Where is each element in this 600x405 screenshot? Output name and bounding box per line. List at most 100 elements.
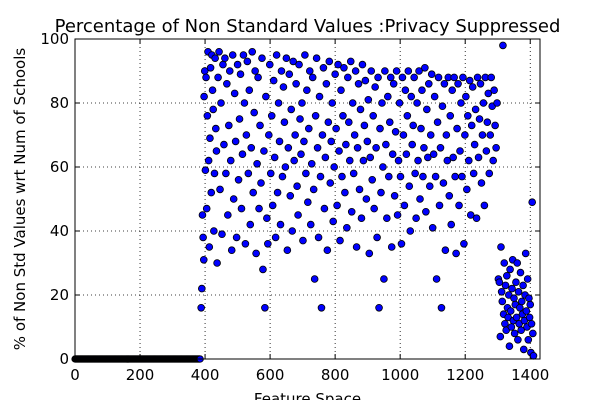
data-point [401,86,410,94]
data-point [473,73,482,82]
data-point [478,131,487,139]
data-point [496,332,505,341]
data-point [281,163,290,171]
data-point [339,112,347,120]
data-point [268,201,277,210]
data-point [475,115,484,123]
data-point [355,185,364,194]
data-point [275,137,284,146]
data-point [209,105,217,114]
data-point [523,275,532,283]
data-point [408,140,417,149]
data-point [225,121,233,130]
data-point [314,233,323,242]
data-point [220,140,228,149]
data-point [231,137,240,146]
data-point [405,182,414,191]
data-point [374,73,382,82]
data-point [214,73,222,82]
data-point [365,249,374,258]
data-point [503,271,511,280]
data-point [510,294,518,303]
data-point [450,73,458,82]
data-point [234,176,243,184]
data-point [527,319,536,328]
data-point [239,51,248,59]
data-point [501,319,509,328]
data-point [513,259,522,267]
data-point [469,169,478,178]
data-point [243,57,252,66]
data-point [479,99,488,107]
data-point [325,57,334,66]
data-point [490,86,498,94]
y-tick-label: 0 [59,350,69,368]
data-point [324,118,333,126]
data-point [368,176,377,184]
data-point [436,144,445,152]
data-point [501,281,510,290]
data-point [327,137,336,146]
data-point [321,153,330,162]
data-point [389,80,398,88]
data-point [272,51,281,59]
data-point [270,153,279,162]
x-tick-label: 0 [70,366,80,384]
data-point [529,329,537,338]
data-point [233,60,242,69]
data-point [390,192,399,200]
data-point [362,195,371,203]
data-point [421,64,429,72]
data-point [420,144,428,152]
data-point [477,179,486,187]
data-point [460,240,468,248]
data-point [305,67,314,75]
data-point [413,99,421,107]
data-point [467,121,476,130]
data-point [228,51,237,59]
data-point [319,64,328,72]
data-point [466,211,475,219]
data-point [277,67,286,75]
data-point [517,297,526,306]
data-point [526,300,535,309]
data-point [266,169,275,178]
data-point [380,275,388,283]
data-point [395,99,404,107]
data-point [359,156,368,165]
data-point [363,137,372,146]
data-point [289,57,297,66]
data-point [407,92,416,101]
data-point [303,86,311,94]
data-point [499,41,507,50]
data-point [388,150,397,159]
data-point [485,169,494,178]
data-point [384,172,393,181]
data-point [429,150,438,159]
data-point [372,144,380,152]
data-point [462,92,470,101]
data-point [525,294,533,303]
data-point [279,83,288,91]
data-point [354,80,363,88]
data-point [257,179,265,187]
data-point [343,224,351,232]
data-point [315,92,324,101]
data-point [295,60,303,69]
data-point [276,220,285,229]
data-point [410,73,418,82]
data-point [294,211,302,219]
data-point [489,156,497,165]
data-point [287,105,296,114]
data-point [512,278,520,287]
data-point [522,307,531,315]
data-point [446,112,455,120]
data-point [212,124,220,133]
data-point [387,243,396,251]
data-point [310,275,319,283]
data-point [456,147,464,155]
data-point [392,67,401,75]
data-point [254,73,262,82]
data-point [498,297,507,306]
